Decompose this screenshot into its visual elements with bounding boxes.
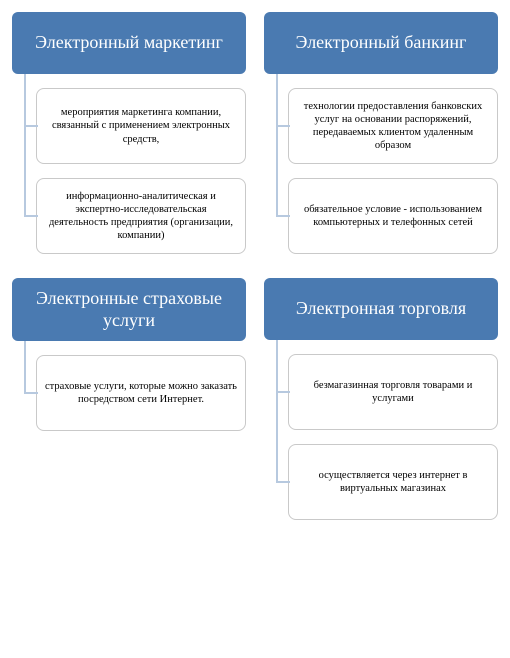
child-card: информационно-аналитическая и экспертно-… <box>36 178 246 254</box>
child-card: осуществляется через интернет в виртуаль… <box>288 444 498 520</box>
child-card: безмагазинная торговля товарами и услуга… <box>288 354 498 430</box>
connector-branch <box>276 215 290 217</box>
group-title: Электронные страховые услуги <box>20 288 238 331</box>
group-header: Электронный банкинг <box>264 12 498 74</box>
child-wrap: информационно-аналитическая и экспертно-… <box>36 164 246 254</box>
group-children: технологии предоставления банковских усл… <box>264 74 498 254</box>
child-wrap: страховые услуги, которые можно заказать… <box>36 341 246 431</box>
group-header: Электронная торговля <box>264 278 498 340</box>
child-card: мероприятия маркетинга компании, связанн… <box>36 88 246 164</box>
child-text: информационно-аналитическая и экспертно-… <box>45 190 237 243</box>
child-text: страховые услуги, которые можно заказать… <box>45 380 237 406</box>
group-children: мероприятия маркетинга компании, связанн… <box>12 74 246 254</box>
group-0: Электронный маркетинг мероприятия маркет… <box>12 12 246 254</box>
child-text: безмагазинная торговля товарами и услуга… <box>297 379 489 405</box>
child-text: осуществляется через интернет в виртуаль… <box>297 469 489 495</box>
child-wrap: осуществляется через интернет в виртуаль… <box>288 430 498 520</box>
child-card: страховые услуги, которые можно заказать… <box>36 355 246 431</box>
child-text: мероприятия маркетинга компании, связанн… <box>45 106 237 145</box>
group-1: Электронный банкинг технологии предостав… <box>264 12 498 254</box>
group-3: Электронная торговля безмагазинная торго… <box>264 278 498 520</box>
group-header: Электронные страховые услуги <box>12 278 246 341</box>
child-text: обязательное условие - использованием ко… <box>297 203 489 229</box>
group-children: страховые услуги, которые можно заказать… <box>12 341 246 431</box>
group-title: Электронная торговля <box>296 298 466 320</box>
group-children: безмагазинная торговля товарами и услуга… <box>264 340 498 520</box>
connector-trunk <box>24 341 26 394</box>
child-card: обязательное условие - использованием ко… <box>288 178 498 254</box>
connector-branch <box>276 481 290 483</box>
child-text: технологии предоставления банковских усл… <box>297 100 489 153</box>
child-card: технологии предоставления банковских усл… <box>288 88 498 164</box>
group-2: Электронные страховые услуги страховые у… <box>12 278 246 520</box>
child-wrap: безмагазинная торговля товарами и услуга… <box>288 340 498 430</box>
child-wrap: мероприятия маркетинга компании, связанн… <box>36 74 246 164</box>
child-wrap: обязательное условие - использованием ко… <box>288 164 498 254</box>
connector-branch <box>276 125 290 127</box>
connector-trunk <box>276 340 278 483</box>
group-header: Электронный маркетинг <box>12 12 246 74</box>
connector-branch <box>24 125 38 127</box>
connector-trunk <box>24 74 26 217</box>
smartart-grid: Электронный маркетинг мероприятия маркет… <box>12 12 498 520</box>
connector-trunk <box>276 74 278 217</box>
connector-branch <box>276 391 290 393</box>
connector-branch <box>24 215 38 217</box>
group-title: Электронный банкинг <box>296 32 467 54</box>
group-title: Электронный маркетинг <box>35 32 223 54</box>
connector-branch <box>24 392 38 394</box>
child-wrap: технологии предоставления банковских усл… <box>288 74 498 164</box>
